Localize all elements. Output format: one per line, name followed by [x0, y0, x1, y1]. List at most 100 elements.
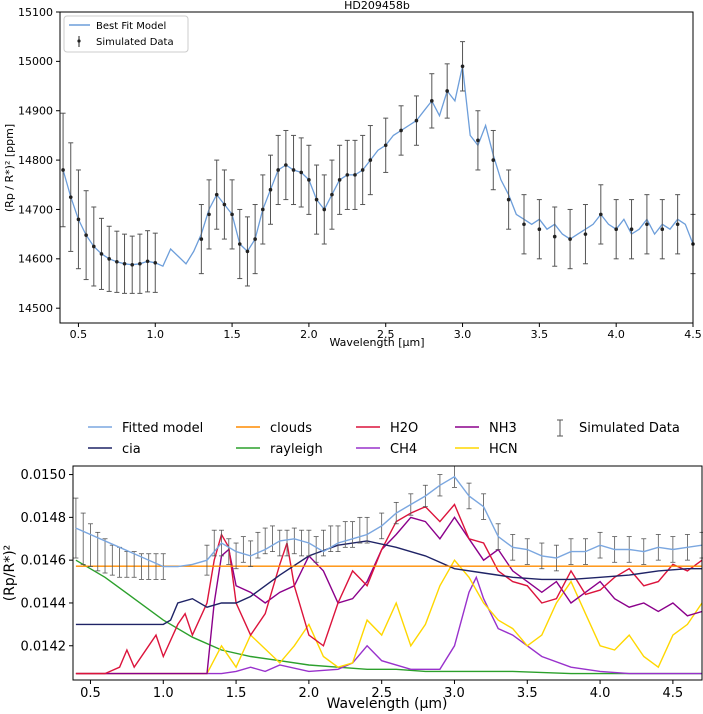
top-x-tick-label: 1.0 [147, 328, 165, 341]
top-x-tick-label: 4.0 [607, 328, 625, 341]
data-point [330, 192, 334, 197]
data-point [268, 187, 273, 192]
data-point [660, 227, 665, 232]
legend-label-simulated-data: Simulated Data [579, 421, 680, 436]
data-point [568, 237, 572, 241]
top-x-tick-label: 4.5 [684, 328, 702, 341]
series-line-ch4 [75, 575, 702, 675]
bottom-y-tick-label: 0.0144 [21, 597, 67, 612]
top-y-tick-label: 14500 [18, 302, 53, 315]
series-fitted-model [75, 475, 703, 568]
data-point [284, 163, 288, 167]
data-point [99, 252, 104, 256]
bottom-x-axis-label: Wavelength (μm) [327, 696, 448, 712]
data-point [92, 244, 96, 249]
bottom-y-axis-label: (Rp/R*)² [2, 545, 18, 602]
top-legend-box [63, 15, 189, 53]
top-y-tick-label: 15100 [18, 6, 53, 19]
data-point [68, 195, 73, 199]
legend-label-fitted-model: Fitted model [122, 421, 203, 436]
legend-label-h2o: H2O [390, 421, 418, 436]
data-point [430, 99, 434, 103]
data-point [368, 158, 373, 162]
top-x-tick-label: 1.5 [223, 328, 241, 341]
data-point [583, 232, 588, 236]
top-series-layer [60, 41, 696, 294]
data-point [599, 212, 603, 217]
data-point [491, 158, 496, 162]
top-legend-model-label: Best Fit Model [96, 21, 166, 32]
bottom-x-tick-label: 3.5 [517, 686, 538, 701]
data-point [230, 212, 234, 217]
data-point [522, 222, 526, 227]
bottom-x-tick-label: 0.5 [80, 686, 101, 701]
top-x-axis-label: Wavelength [μm] [329, 336, 424, 349]
data-point [237, 242, 242, 246]
data-point [253, 237, 257, 241]
data-point [130, 262, 135, 267]
data-point [337, 178, 342, 182]
series-line-fitted-model [75, 475, 703, 568]
data-point [76, 217, 81, 222]
data-point [61, 168, 65, 172]
data-point [291, 168, 296, 172]
bottom-plot-frame [72, 465, 703, 681]
top-plot-frame [59, 11, 694, 324]
series-ch4 [75, 575, 702, 675]
data-point [445, 89, 449, 93]
data-point [360, 168, 365, 172]
top-legend-data-marker [77, 39, 81, 43]
data-point [675, 222, 680, 227]
bottom-x-tick-label: 2.0 [299, 686, 320, 701]
bottom-y-tick-label: 0.0150 [21, 468, 67, 483]
series-simulated-data [60, 41, 696, 294]
data-point [276, 168, 280, 172]
top-x-tick-label: 2.5 [377, 328, 395, 341]
legend-label-nh3: NH3 [489, 421, 517, 436]
top-legend-data-label: Simulated Data [96, 37, 174, 48]
data-point [460, 64, 465, 69]
top-legend: Best Fit Model Simulated Data [63, 15, 189, 53]
series-line-best-fit-model [62, 66, 694, 268]
bottom-y-tick-label: 0.0146 [21, 554, 67, 569]
series-h2o [75, 503, 703, 675]
top-x-tick-label: 3.0 [454, 328, 472, 341]
bottom-y-tick-label: 0.0142 [21, 639, 67, 654]
series-rayleigh [75, 559, 702, 675]
bottom-x-tick-label: 4.5 [663, 686, 684, 701]
top-chart: HD209458b 0.5 1.0 1.5 2.0 2.5 3.0 3.5 4.0 4.5 145… [3, 0, 702, 349]
bottom-x-tick-label: 2.5 [371, 686, 392, 701]
data-point [476, 138, 480, 143]
top-y-axis-label: (Rp / R*)² [ppm] [3, 124, 16, 212]
data-point [107, 257, 111, 261]
top-y-tick-label: 14800 [18, 154, 53, 167]
data-point [629, 227, 634, 232]
data-point [383, 143, 388, 148]
top-y-tick-label: 14900 [18, 105, 53, 118]
data-point [145, 259, 150, 264]
data-point [84, 233, 88, 237]
series-line-hcn [75, 558, 703, 675]
data-point [322, 207, 327, 212]
data-point [345, 173, 350, 177]
data-point [299, 170, 304, 175]
data-point [214, 192, 219, 197]
series-line-rayleigh [75, 559, 702, 675]
data-point [153, 260, 158, 265]
top-y-tick-label: 15000 [18, 55, 53, 68]
top-x-tick-label: 3.5 [531, 328, 549, 341]
series-simulated-data [73, 465, 703, 580]
data-point [261, 207, 265, 212]
bottom-x-tick-label: 3.0 [444, 686, 465, 701]
series-best-fit-model [62, 66, 694, 268]
data-point [222, 202, 227, 207]
bottom-x-tick-label: 1.5 [226, 686, 247, 701]
legend-label-rayleigh: rayleigh [270, 442, 323, 457]
top-x-tick-label: 2.0 [300, 328, 318, 341]
data-point [245, 249, 250, 254]
bottom-legend: Fitted model cia clouds rayleigh H2O CH4… [88, 419, 680, 457]
data-point [552, 234, 557, 239]
series-line-nh3 [75, 516, 703, 675]
bottom-x-tick-label: 1.0 [153, 686, 174, 701]
